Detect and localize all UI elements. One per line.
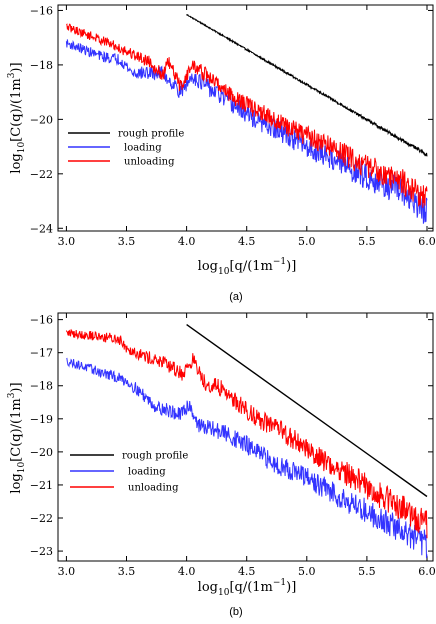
chart-panel-b: 3.0 3.5 4.0 4.5 5.0 5.5 6.0 −16 −17 −18 −19 −20 −21 −… xyxy=(7,312,436,618)
series-line-rough-profile xyxy=(186,13,428,157)
x-tick-label: 6.0 xyxy=(418,565,436,578)
y-axis-label: log10[C(q)/(1m3)] xyxy=(7,62,27,173)
y-tick-label: −23 xyxy=(30,545,53,558)
x-tick-label: 3.0 xyxy=(58,235,76,248)
y-tick-label: −18 xyxy=(30,380,53,393)
series-line-rough-profile xyxy=(186,324,428,498)
x-tick-label: 3.5 xyxy=(118,565,136,578)
series-group xyxy=(65,324,428,559)
y-tick-label: −22 xyxy=(30,168,53,181)
x-axis-label: log10[q/(1m−1)] xyxy=(198,578,297,598)
x-tick-label: 4.0 xyxy=(178,235,196,248)
y-tick-label: −21 xyxy=(30,479,53,492)
panel-label: (a) xyxy=(229,291,242,303)
plot-frame xyxy=(57,312,434,562)
series-line-unloading xyxy=(66,23,428,208)
chart-panel-a: 3.0 3.5 4.0 4.5 5.0 5.5 6.0 −16 −18 −20 −22 −24 rou… xyxy=(7,4,436,303)
y-tick-label: −20 xyxy=(30,113,53,126)
x-tick-label: 5.0 xyxy=(298,235,316,248)
legend-entry: unloading xyxy=(124,157,175,168)
x-tick-label: 3.5 xyxy=(118,235,136,248)
legend-entry: rough profile xyxy=(118,129,184,140)
y-tick-label: −20 xyxy=(30,446,53,459)
legend: rough profile loading unloading xyxy=(68,129,184,168)
series-line-loading xyxy=(65,39,428,224)
legend-entry: rough profile xyxy=(122,451,188,462)
x-axis-label: log10[q/(1m−1)] xyxy=(198,257,297,277)
y-tick-label: −17 xyxy=(30,347,53,360)
x-tick-label: 4.5 xyxy=(238,565,256,578)
x-tick-label: 6.0 xyxy=(418,235,436,248)
panel-label: (b) xyxy=(229,606,242,618)
series-line-loading xyxy=(66,357,428,559)
x-tick-label: 5.5 xyxy=(358,565,376,578)
x-tick-label: 5.0 xyxy=(298,565,316,578)
legend: rough profile loading unloading xyxy=(70,451,188,494)
plot-frame xyxy=(57,4,434,232)
y-tick-label: −22 xyxy=(30,512,53,525)
y-tick-label: −19 xyxy=(30,413,53,426)
y-axis-label: log10[C(q)/(1m3)] xyxy=(7,382,27,493)
tick-group: 3.0 3.5 4.0 4.5 5.0 5.5 6.0 −16 −17 −18 −19 −20 −21 −… xyxy=(30,313,436,578)
x-tick-label: 3.0 xyxy=(58,565,76,578)
legend-entry: unloading xyxy=(128,483,179,494)
series-group xyxy=(65,13,428,224)
tick-group: 3.0 3.5 4.0 4.5 5.0 5.5 6.0 −16 −18 −20 −22 −24 xyxy=(30,4,436,248)
legend-entry: loading xyxy=(128,467,166,478)
y-tick-label: −16 xyxy=(30,314,53,327)
y-tick-label: −24 xyxy=(30,222,53,235)
legend-entry: loading xyxy=(124,143,162,154)
x-tick-label: 4.0 xyxy=(178,565,196,578)
x-tick-label: 4.5 xyxy=(238,235,256,248)
y-tick-label: −18 xyxy=(30,59,53,72)
x-tick-label: 5.5 xyxy=(358,235,376,248)
series-line-unloading xyxy=(65,328,428,539)
y-tick-label: −16 xyxy=(30,4,53,17)
